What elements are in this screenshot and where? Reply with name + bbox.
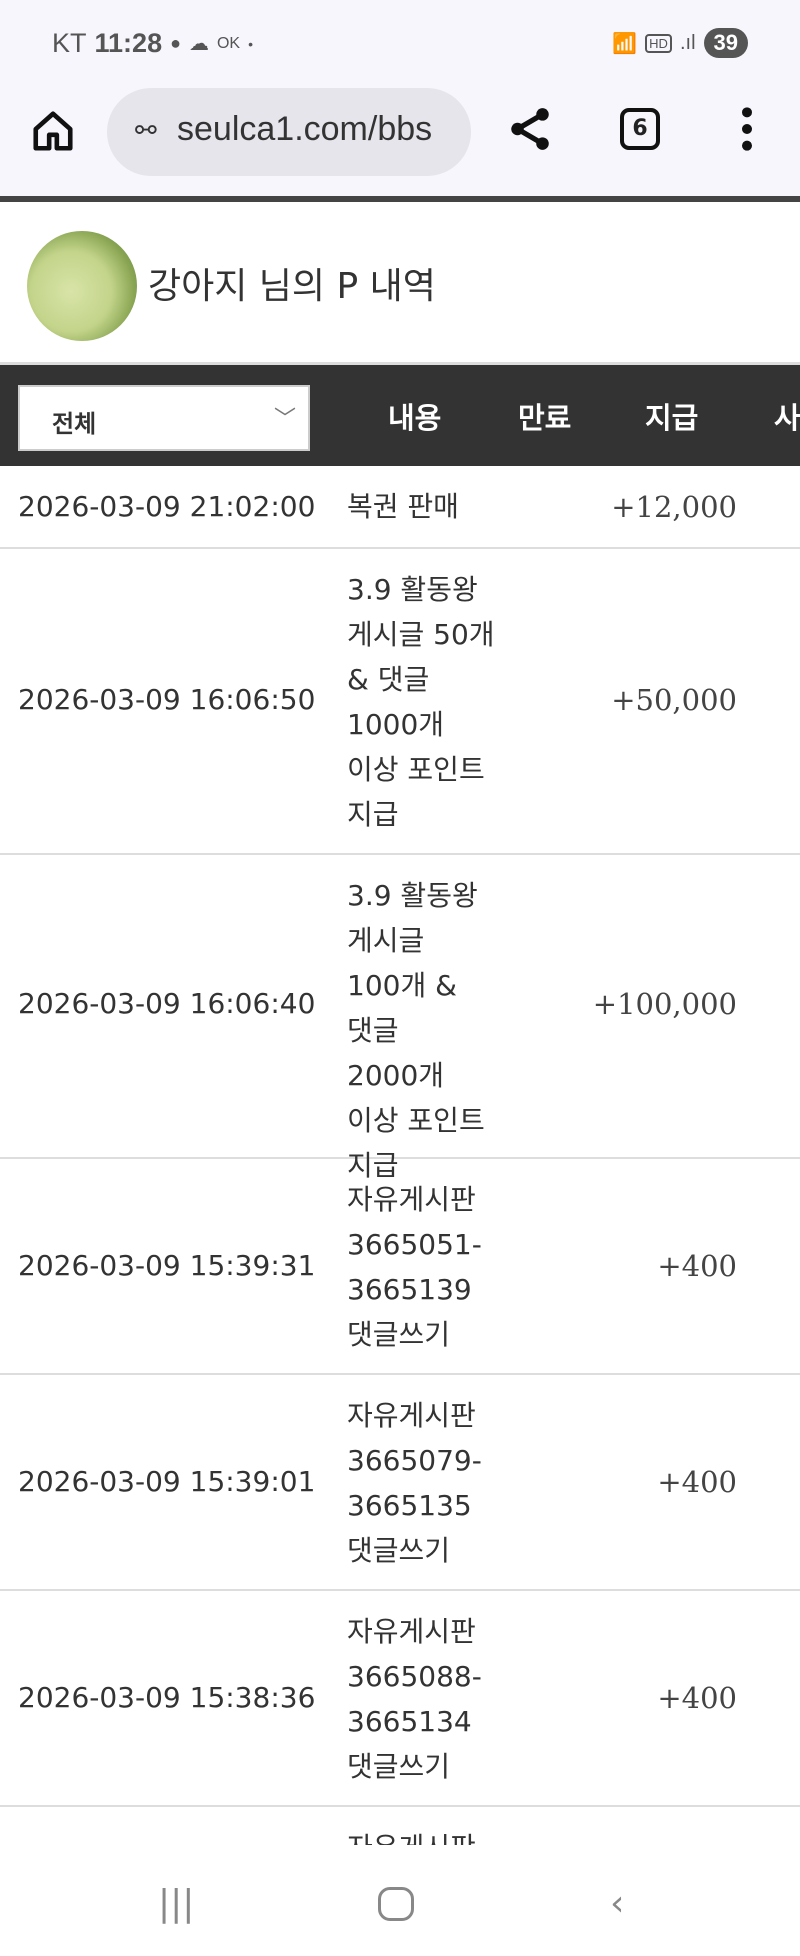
ok-icon: OK xyxy=(216,34,241,52)
tab-switcher-button[interactable]: 6 xyxy=(620,108,660,150)
row-date: 2026-03-09 15:38:36 xyxy=(18,1681,316,1714)
header-paid: 지급 xyxy=(645,401,699,435)
wifi-icon: 📶 xyxy=(612,32,638,55)
row-date: 2026-03-09 16:06:50 xyxy=(18,683,316,716)
header-expiry: 만료 xyxy=(518,401,572,435)
header-used: 사 xyxy=(774,401,800,435)
row-amount: +400 xyxy=(657,1681,737,1715)
row-content: 자유게시판 3665051-3665139 댓글쓰기 xyxy=(347,1183,482,1351)
filter-select[interactable]: 전체 ﹀ xyxy=(18,385,310,451)
row-content: 3.9 활동왕 게시글 100개 & 댓글 2000개 이상 포인트 지급 xyxy=(347,879,485,1182)
clock: 11:28 xyxy=(94,28,163,58)
divider xyxy=(0,196,800,202)
back-icon[interactable]: ‹ xyxy=(610,1883,625,1924)
browser-toolbar: ⚯ seulca1.com/bbs 6 xyxy=(0,84,800,196)
row-amount: +400 xyxy=(657,1465,737,1499)
dot-icon: • xyxy=(248,35,253,52)
url-text[interactable]: seulca1.com/bbs xyxy=(177,110,433,148)
table-row: 2026-03-09 15:38:36 자유게시판 3665088-366513… xyxy=(0,1591,800,1807)
hd-icon: HD xyxy=(645,33,672,53)
cloud-icon: ☁ xyxy=(188,33,209,55)
row-content: 자유게시판 3665088-3665134 댓글쓰기 xyxy=(347,1615,482,1783)
address-bar[interactable]: ⚯ seulca1.com/bbs xyxy=(107,88,471,176)
row-date: 2026-03-09 15:39:01 xyxy=(18,1465,316,1498)
header-content: 내용 xyxy=(388,401,442,435)
profile-header: 강아지 님의 P 내역 xyxy=(0,202,800,362)
row-content: 자유게시판 3665079-3665135 댓글쓰기 xyxy=(347,1399,482,1567)
row-amount: +50,000 xyxy=(611,683,737,717)
kakaotalk-icon: ● xyxy=(170,33,181,53)
table-row: 2026-03-09 16:06:50 3.9 활동왕 게시글 50개 & 댓글… xyxy=(0,549,800,855)
battery-indicator: 39 xyxy=(703,28,748,58)
table-row: 2026-03-09 21:02:00 복권 판매 +12,000 xyxy=(0,466,800,549)
row-amount: +100,000 xyxy=(592,987,737,1021)
site-settings-icon[interactable]: ⚯ xyxy=(135,116,157,146)
row-amount: +12,000 xyxy=(611,490,737,524)
filter-value: 전체 xyxy=(52,410,97,438)
signal-icon: .ıl xyxy=(679,31,696,54)
carrier: KT xyxy=(52,28,87,58)
avatar xyxy=(27,231,137,341)
table-row: 2026-03-09 16:06:40 3.9 활동왕 게시글 100개 & 댓… xyxy=(0,855,800,1182)
table-row: 2026-03-09 15:39:31 자유게시판 3665051-366513… xyxy=(0,1159,800,1375)
row-date: 2026-03-09 21:02:00 xyxy=(18,490,316,523)
row-content: 3.9 활동왕 게시글 50개 & 댓글 1000개 이상 포인트 지급 xyxy=(347,573,495,831)
row-amount: +400 xyxy=(657,1249,737,1283)
row-content: 복권 판매 xyxy=(347,490,459,523)
table-row: 2026-03-09 15:39:01 자유게시판 3665079-366513… xyxy=(0,1375,800,1591)
more-menu-icon[interactable] xyxy=(722,104,772,154)
system-nav-bar: ||| ‹ xyxy=(0,1845,800,1956)
table-header: 전체 ﹀ 내용 만료 지급 사 xyxy=(0,362,800,466)
status-bar: KT 11:28 ● ☁ OK • 📶 HD .ıl 39 xyxy=(0,0,800,84)
recent-apps-icon[interactable]: ||| xyxy=(158,1883,195,1924)
row-date: 2026-03-09 15:39:31 xyxy=(18,1249,316,1282)
row-date: 2026-03-09 16:06:40 xyxy=(18,987,316,1020)
page-title: 강아지 님의 P 내역 xyxy=(148,266,436,307)
share-icon[interactable] xyxy=(505,104,555,154)
chevron-down-icon: ﹀ xyxy=(273,407,296,432)
home-icon[interactable] xyxy=(30,108,76,154)
home-nav-icon[interactable] xyxy=(378,1887,414,1921)
